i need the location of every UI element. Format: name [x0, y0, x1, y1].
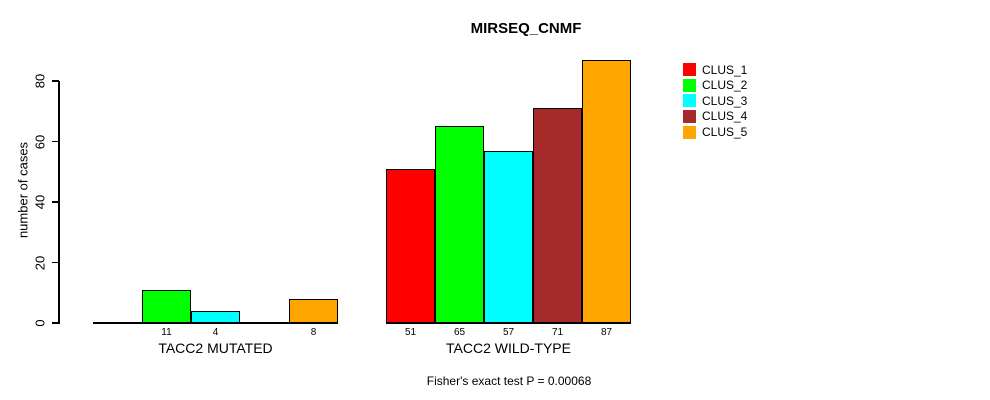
- bar-value-label: 65: [453, 327, 466, 338]
- group-label: TACC2 MUTATED: [158, 340, 273, 356]
- chart-title: MIRSEQ_CNMF: [470, 20, 582, 37]
- legend-label: CLUS_5: [702, 125, 748, 140]
- y-tick-mark: [52, 261, 59, 264]
- bar-clus_4: [533, 108, 582, 323]
- legend-label: CLUS_3: [702, 93, 748, 108]
- bar-clus_3: [484, 150, 533, 323]
- legend-label: CLUS_2: [702, 78, 748, 93]
- bar-clus_2: [435, 126, 484, 323]
- bar-value-label: 87: [600, 327, 613, 338]
- bar-value-label: 71: [551, 327, 564, 338]
- bar-value-label: 4: [212, 327, 219, 338]
- y-tick-mark: [52, 322, 59, 324]
- bar-value-label: 11: [161, 327, 172, 338]
- bar-clus_1: [386, 168, 435, 323]
- legend-label: CLUS_1: [702, 62, 748, 77]
- group-baseline: [93, 322, 338, 324]
- legend-swatch-clus_3: [683, 94, 696, 108]
- group-baseline: [386, 322, 631, 324]
- legend-swatch-clus_2: [683, 78, 696, 92]
- legend-swatch-clus_1: [683, 63, 696, 76]
- group-label: TACC2 WILD-TYPE: [446, 340, 571, 356]
- y-tick-label: 80: [32, 73, 48, 89]
- bar-value-label: 51: [404, 327, 417, 338]
- bar-clus_5: [582, 59, 631, 323]
- y-tick-label: 20: [32, 255, 48, 270]
- y-tick-label: 0: [32, 319, 48, 327]
- y-tick-mark: [52, 140, 59, 143]
- bar-value-label: 8: [310, 327, 317, 338]
- y-tick-mark: [52, 80, 59, 82]
- y-axis-label: number of cases: [15, 141, 31, 239]
- legend-swatch-clus_5: [683, 125, 696, 139]
- bar-clus_3: [191, 310, 240, 323]
- y-tick-mark: [52, 201, 59, 203]
- stat-annotation: Fisher's exact test P = 0.00068: [426, 374, 592, 388]
- bar-clus_2: [142, 289, 191, 323]
- y-tick-label: 60: [32, 134, 48, 149]
- bar-value-label: 57: [502, 327, 515, 338]
- legend-swatch-clus_4: [683, 109, 696, 123]
- legend-label: CLUS_4: [702, 109, 748, 124]
- y-tick-label: 40: [32, 194, 48, 210]
- bar-clus_5: [289, 298, 338, 323]
